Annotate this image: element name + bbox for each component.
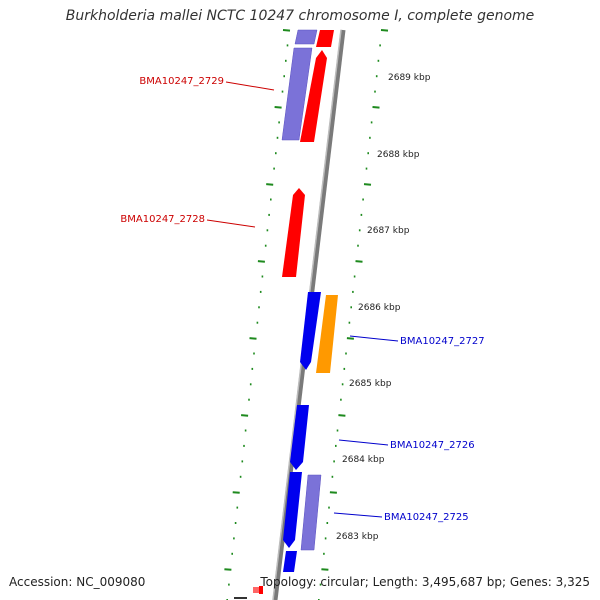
leader-2727: [349, 335, 399, 342]
gene-label-2729: BMA10247_2729: [139, 76, 224, 87]
gene-label-2727: BMA10247_2727: [400, 336, 485, 347]
major-tick: [380, 29, 389, 32]
leader-2729: [225, 81, 275, 91]
kbp-label-2688: 2688 kbp: [377, 150, 420, 160]
kbp-label-2685: 2685 kbp: [349, 379, 392, 389]
gene-label-2728: BMA10247_2728: [120, 214, 205, 225]
major-tick: [321, 568, 329, 571]
major-tick: [224, 568, 232, 571]
major-tick: [266, 183, 274, 186]
gene-red-2729: [300, 50, 327, 142]
gene-red-2728: [282, 188, 305, 277]
gene-blue-2725: [283, 472, 302, 548]
leader-2728: [206, 219, 256, 228]
major-tick: [274, 106, 282, 109]
leader-2725: [333, 512, 383, 518]
leader-2726: [338, 439, 389, 446]
major-tick: [249, 337, 257, 340]
kbp-label-2689: 2689 kbp: [388, 73, 431, 83]
major-tick: [363, 183, 372, 186]
gene-pink-bottom: [253, 587, 259, 593]
gene-purple-2729: [281, 47, 313, 141]
gene-red-top: [316, 30, 334, 47]
gene-red-bottom: [259, 586, 263, 594]
outer-tick-track: [318, 29, 389, 600]
gene-blue-bottom: [283, 551, 297, 572]
kbp-label-2683: 2683 kbp: [336, 532, 379, 542]
major-tick: [346, 337, 354, 340]
gene-purple-2725: [300, 474, 322, 551]
major-tick: [329, 491, 337, 494]
major-tick: [241, 414, 249, 417]
inner-tick-track: [224, 29, 291, 600]
kbp-label-2686: 2686 kbp: [358, 303, 401, 313]
gene-purple-top: [294, 29, 318, 45]
gene-label-2726: BMA10247_2726: [390, 440, 475, 451]
major-tick: [282, 29, 291, 32]
major-tick: [257, 260, 265, 263]
gene-blue-2726: [290, 405, 309, 470]
kbp-label-2687: 2687 kbp: [367, 226, 410, 236]
map-title: Burkholderia mallei NCTC 10247 chromosom…: [65, 8, 535, 24]
accession-text: Accession: NC_009080: [9, 575, 146, 589]
gene-orange-2727: [316, 295, 338, 373]
major-tick: [355, 260, 363, 263]
major-tick: [338, 414, 346, 417]
major-tick: [372, 106, 380, 109]
gene-label-2725: BMA10247_2725: [384, 512, 469, 523]
major-tick: [232, 491, 240, 494]
gene-blue-2727: [300, 292, 321, 370]
topology-text: Topology: circular; Length: 3,495,687 bp…: [260, 575, 590, 589]
kbp-label-2684: 2684 kbp: [342, 455, 385, 465]
